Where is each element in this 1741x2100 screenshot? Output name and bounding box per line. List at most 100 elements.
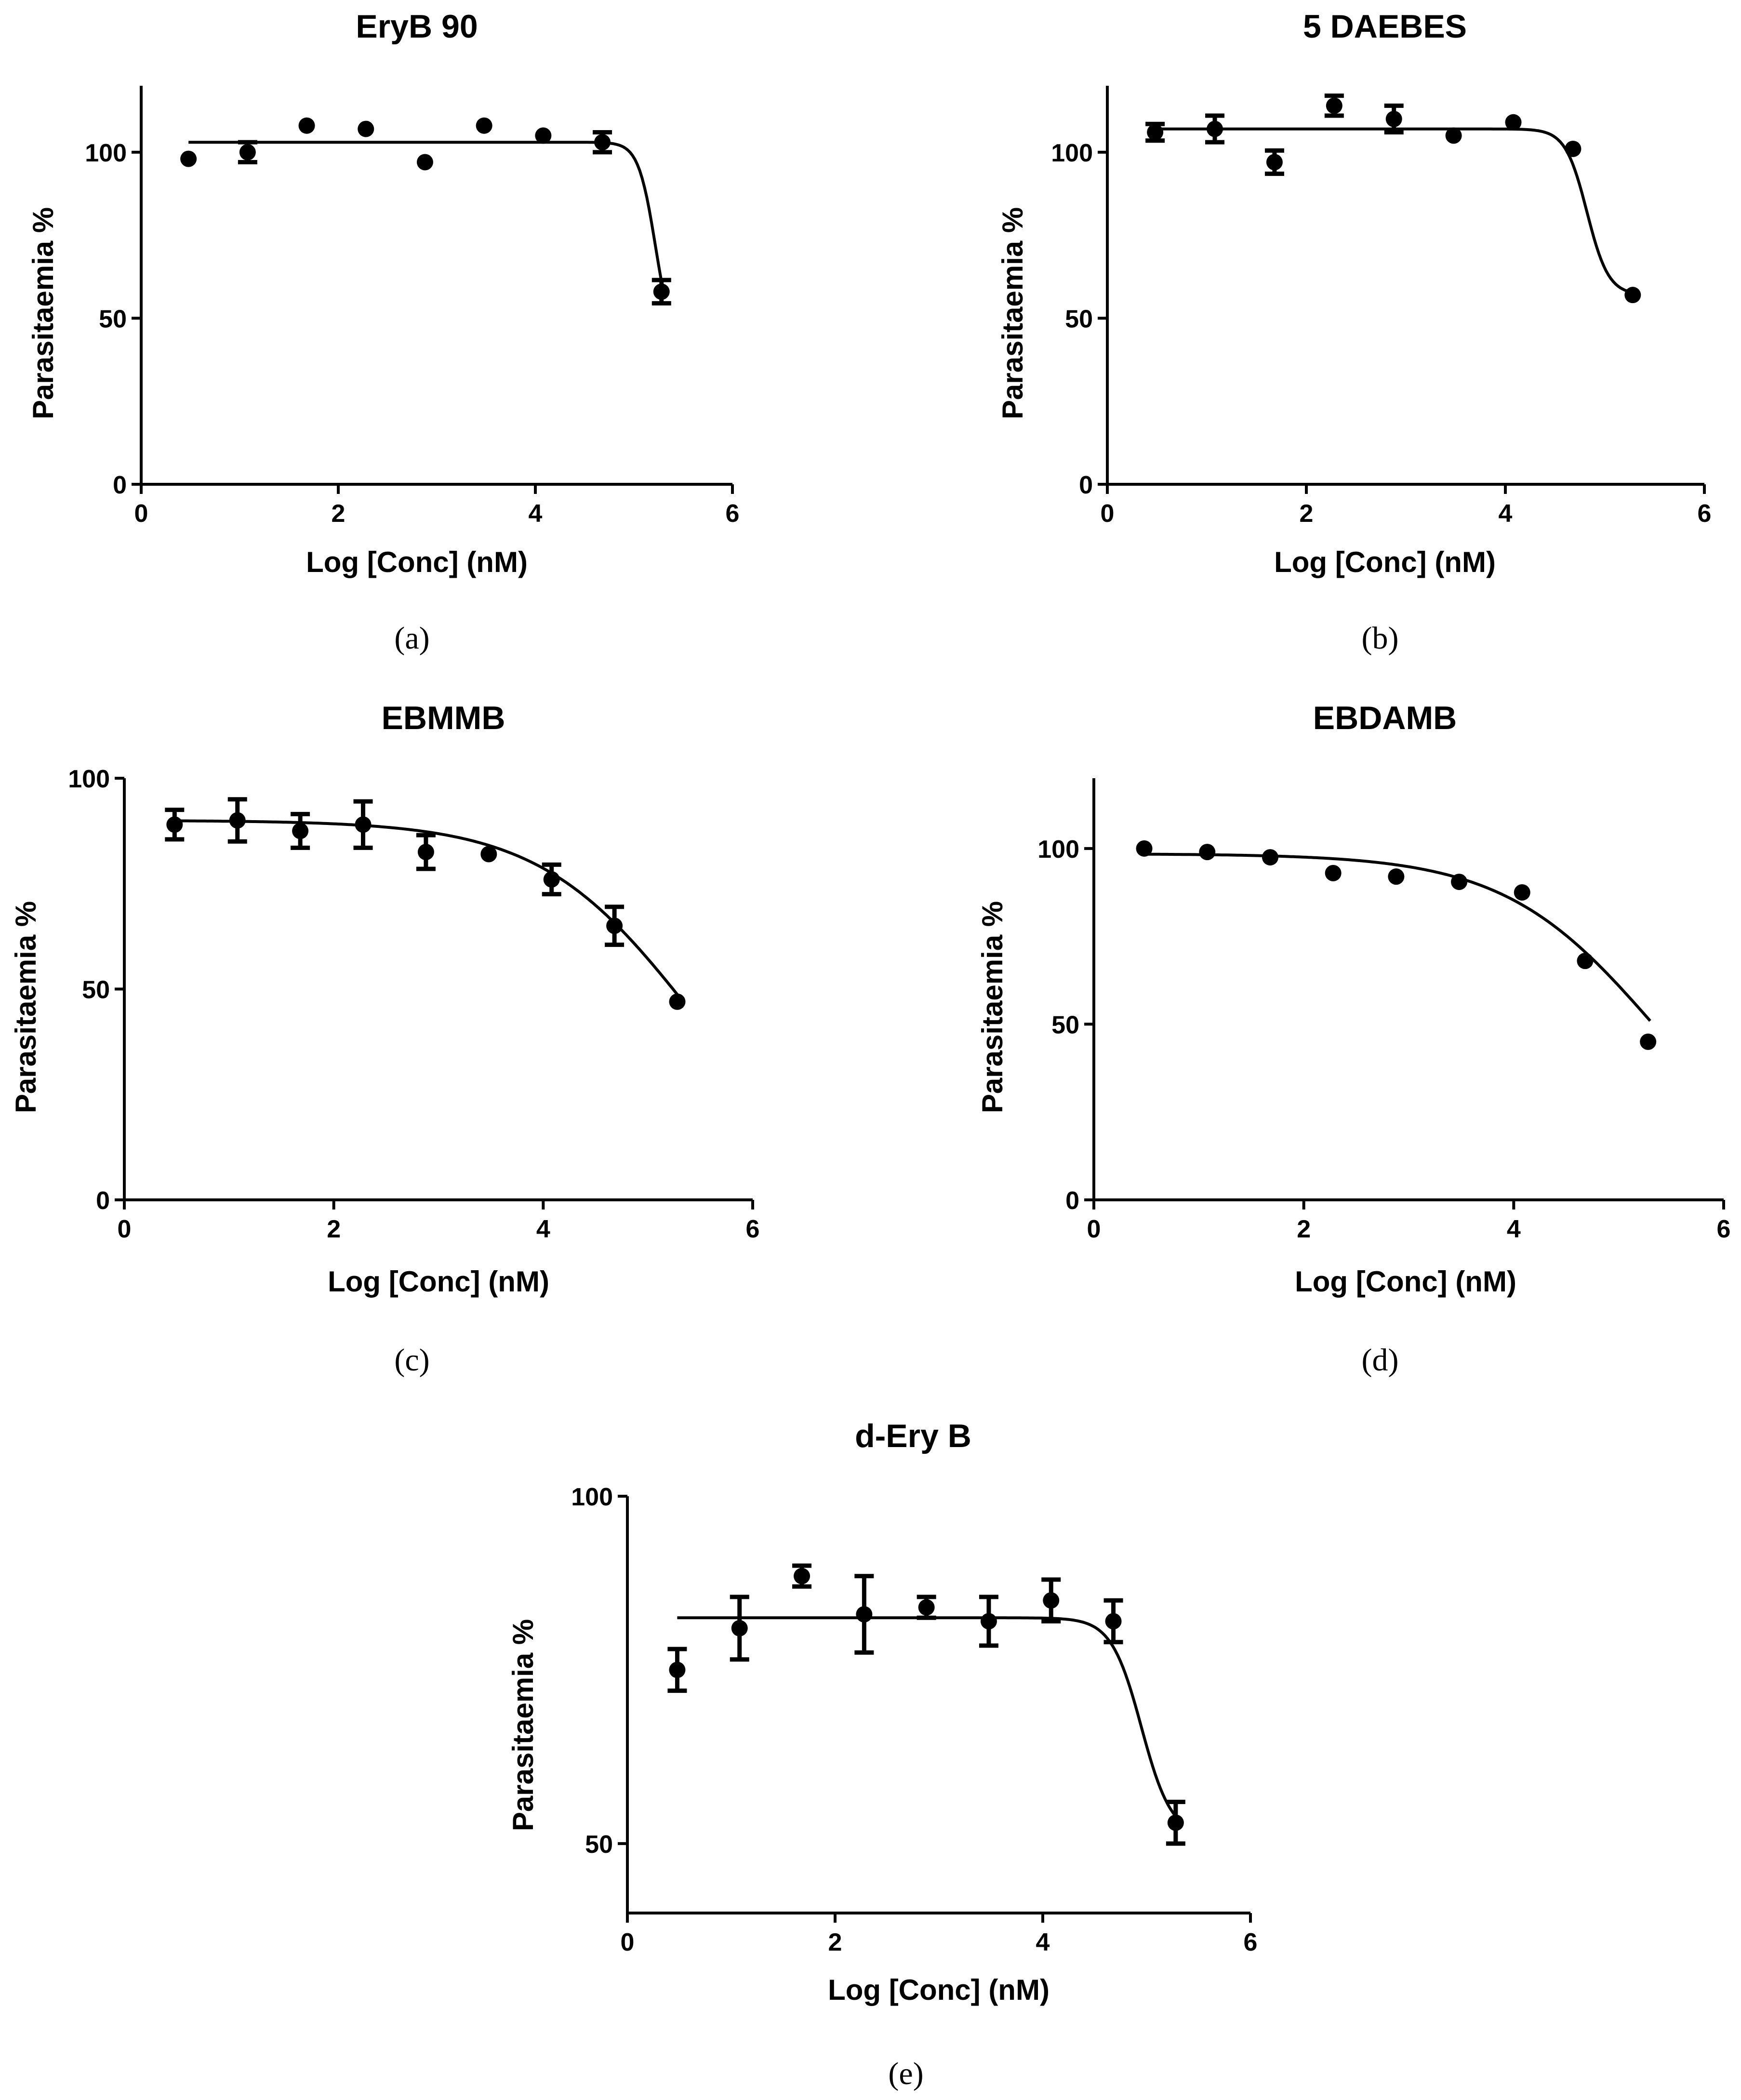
data-point-c	[417, 844, 434, 861]
plot-area-c: 0 2 4 6 0 50 100	[68, 765, 759, 1243]
data-point-e	[1167, 1814, 1184, 1831]
data-point-c	[669, 993, 686, 1010]
y-tick-label-b: 50	[1065, 305, 1093, 333]
data-point-a	[476, 117, 492, 134]
title-b: 5 DAEBES	[1303, 8, 1467, 45]
y-tick-label-a: 50	[99, 305, 127, 333]
x-tick-label-d: 2	[1297, 1215, 1311, 1243]
x-tick-label-b: 6	[1698, 500, 1712, 528]
data-point-b	[1505, 114, 1522, 131]
y-tick-label-d: 100	[1037, 836, 1079, 864]
y-tick-label-c: 0	[96, 1187, 110, 1215]
data-point-c	[480, 846, 497, 863]
x-tick-label-c: 2	[327, 1215, 341, 1243]
data-point-c	[543, 871, 560, 888]
data-point-d	[1640, 1033, 1657, 1050]
title-e: d-Ery B	[855, 1418, 971, 1454]
data-point-e	[731, 1620, 748, 1636]
x-tick-label-c: 4	[536, 1215, 550, 1243]
x-tick-label-e: 6	[1244, 1928, 1258, 1956]
plot-area-e: 0 2 4 6 50 100	[571, 1483, 1257, 1956]
y-tick-label-d: 0	[1065, 1187, 1079, 1215]
caption-a: (a)	[394, 621, 429, 656]
x-tick-label-b: 0	[1101, 500, 1115, 528]
y-tick-label-b: 0	[1079, 471, 1093, 499]
x-tick-label-d: 0	[1087, 1215, 1101, 1243]
data-point-c	[355, 816, 372, 833]
caption-d: (d)	[1362, 1342, 1399, 1378]
caption-b: (b)	[1362, 621, 1399, 656]
data-point-d	[1325, 864, 1342, 881]
xlabel-a: Log [Conc] (nM)	[306, 546, 528, 578]
x-tick-label-a: 6	[726, 500, 740, 528]
plot-area-b: 0 2 4 6 0 50 100	[1051, 86, 1711, 528]
data-point-b	[1326, 97, 1342, 114]
xlabel-b: Log [Conc] (nM)	[1274, 546, 1496, 578]
fit-curve-c	[174, 819, 681, 998]
fit-curve-a	[188, 141, 665, 292]
data-point-d	[1136, 840, 1153, 857]
data-point-c	[229, 812, 246, 829]
data-point-e	[856, 1606, 873, 1623]
x-tick-label-c: 6	[746, 1215, 760, 1243]
data-point-a	[594, 134, 611, 151]
x-tick-label-e: 2	[828, 1928, 842, 1956]
data-point-d	[1514, 884, 1530, 901]
data-point-e	[918, 1599, 935, 1616]
data-point-e	[669, 1661, 686, 1678]
y-tick-label-e: 100	[571, 1483, 613, 1511]
panel-b: 5 DAEBES Parasitaemia % Log [Conc] (nM) …	[997, 8, 1711, 656]
x-tick-label-e: 4	[1036, 1928, 1050, 1956]
x-tick-label-d: 6	[1717, 1215, 1731, 1243]
plot-area-a: 0 2 4 6 0 50 100	[85, 86, 739, 528]
fit-curve-d	[1144, 852, 1651, 1022]
data-point-a	[653, 283, 670, 300]
data-point-c	[166, 816, 183, 833]
data-point-a	[239, 144, 256, 160]
title-a: EryB 90	[356, 8, 478, 45]
data-point-a	[535, 127, 552, 144]
x-tick-label-e: 0	[621, 1928, 635, 1956]
xlabel-e: Log [Conc] (nM)	[828, 1974, 1050, 2006]
y-tick-label-c: 100	[68, 765, 110, 793]
data-point-b	[1565, 140, 1582, 157]
data-point-c	[606, 917, 623, 934]
title-d: EBDAMB	[1313, 700, 1457, 736]
ylabel-b: Parasitaemia %	[997, 207, 1029, 419]
fit-curve-e	[677, 1616, 1179, 1820]
data-point-d	[1451, 874, 1468, 891]
data-point-b	[1385, 110, 1402, 127]
fit-curve-b	[1155, 127, 1635, 295]
ylabel-e: Parasitaemia %	[507, 1619, 539, 1831]
panel-d: EBDAMB Parasitaemia % Log [Conc] (nM) (d…	[976, 700, 1730, 1378]
caption-e: (e)	[888, 2056, 923, 2091]
data-point-d	[1577, 953, 1594, 970]
data-point-b	[1207, 120, 1223, 137]
data-point-d	[1388, 868, 1405, 885]
y-tick-label-c: 50	[82, 976, 110, 1004]
data-point-a	[298, 117, 315, 134]
data-point-b	[1266, 154, 1283, 171]
panel-a: EryB 90 Parasitaemia % Log [Conc] (nM) (…	[27, 8, 739, 656]
xlabel-d: Log [Conc] (nM)	[1295, 1265, 1516, 1298]
xlabel-c: Log [Conc] (nM)	[328, 1265, 549, 1298]
panel-e: d-Ery B Parasitaemia % Log [Conc] (nM) (…	[507, 1418, 1257, 2091]
data-point-b	[1624, 287, 1641, 304]
x-tick-label-d: 4	[1507, 1215, 1521, 1243]
data-point-a	[416, 154, 433, 171]
data-point-d	[1199, 844, 1216, 861]
plot-area-d: 0 2 4 6 0 50 100	[1037, 778, 1730, 1243]
title-c: EBMMB	[382, 700, 505, 736]
data-point-e	[980, 1613, 997, 1630]
data-point-e	[794, 1568, 811, 1584]
ylabel-a: Parasitaemia %	[27, 207, 59, 419]
data-point-c	[292, 823, 309, 839]
y-tick-label-d: 50	[1051, 1011, 1079, 1039]
ylabel-c: Parasitaemia %	[10, 901, 42, 1113]
x-tick-label-b: 4	[1499, 500, 1513, 528]
x-tick-label-a: 4	[529, 500, 543, 528]
y-tick-label-e: 50	[585, 1831, 613, 1859]
y-tick-label-a: 100	[85, 139, 127, 167]
panel-c: EBMMB Parasitaemia % Log [Conc] (nM) (c)…	[10, 700, 759, 1378]
